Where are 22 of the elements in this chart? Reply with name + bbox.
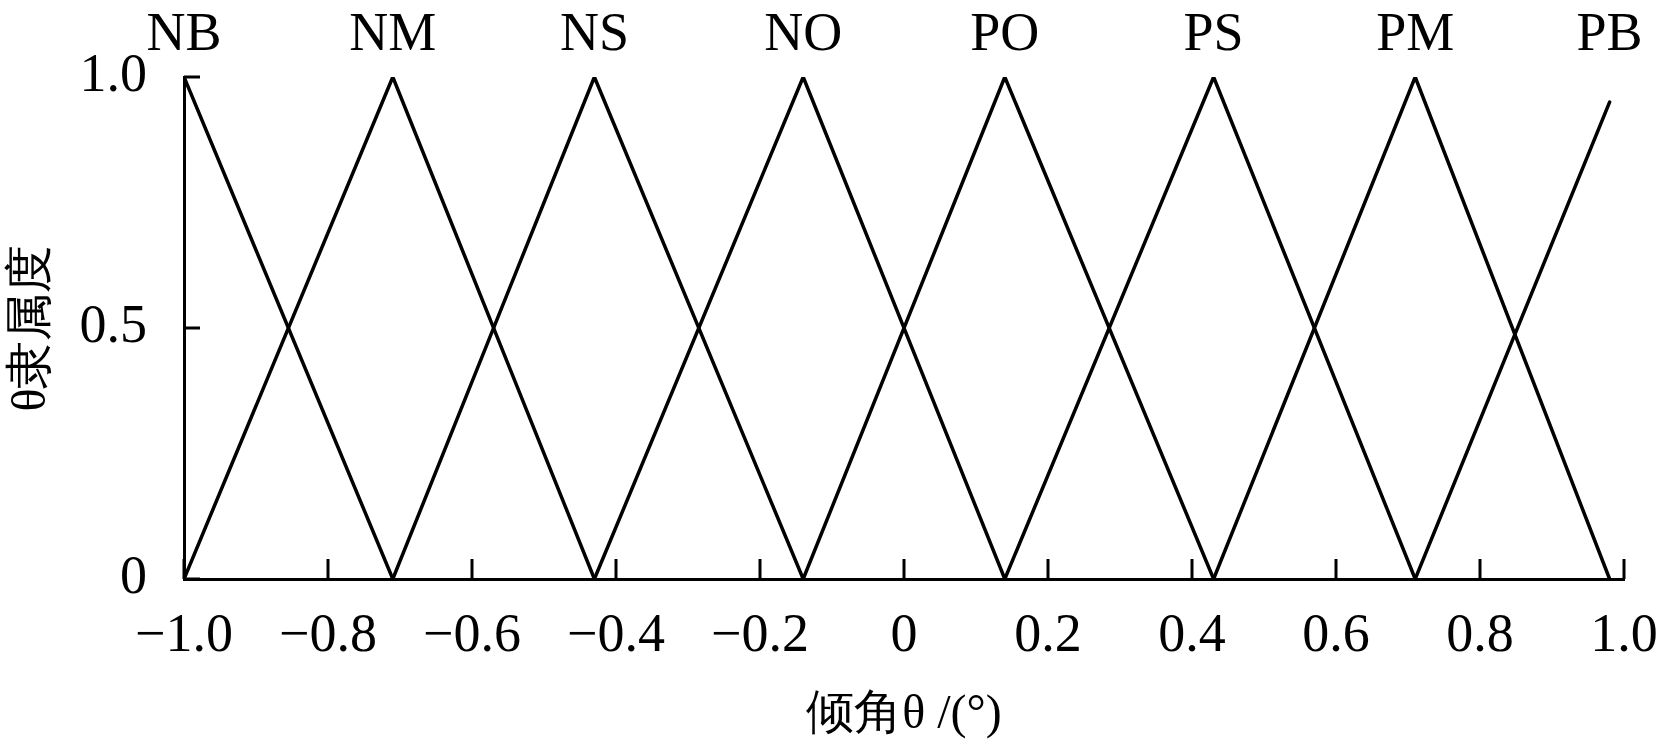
series-label: PO (970, 2, 1040, 62)
x-tick-label: 0.6 (1302, 602, 1370, 663)
y-axis-title: θ隶属度 (2, 244, 56, 412)
x-tick-label: 0 (890, 602, 918, 663)
y-tick-label: 0.5 (79, 294, 147, 355)
series-label: NM (349, 2, 437, 62)
x-tick-label: −0.2 (711, 602, 809, 663)
series-label: NO (764, 2, 843, 62)
x-tick-label: 0.2 (1014, 602, 1082, 663)
x-tick-label: −0.4 (567, 602, 665, 663)
series-label: PM (1376, 2, 1455, 62)
series-label: NB (146, 2, 222, 62)
series-label: NS (559, 2, 629, 62)
x-tick-label: 1.0 (1590, 602, 1658, 663)
y-tick-label: 1.0 (79, 43, 147, 104)
x-tick-label: 0.8 (1446, 602, 1514, 663)
series-label: PS (1183, 2, 1244, 62)
x-tick-label: 0.4 (1158, 602, 1226, 663)
x-axis-title: 倾角θ /(°) (806, 684, 1002, 739)
x-tick-label: −0.6 (423, 602, 521, 663)
x-tick-label: −0.8 (279, 602, 377, 663)
series-label: PB (1576, 2, 1643, 62)
